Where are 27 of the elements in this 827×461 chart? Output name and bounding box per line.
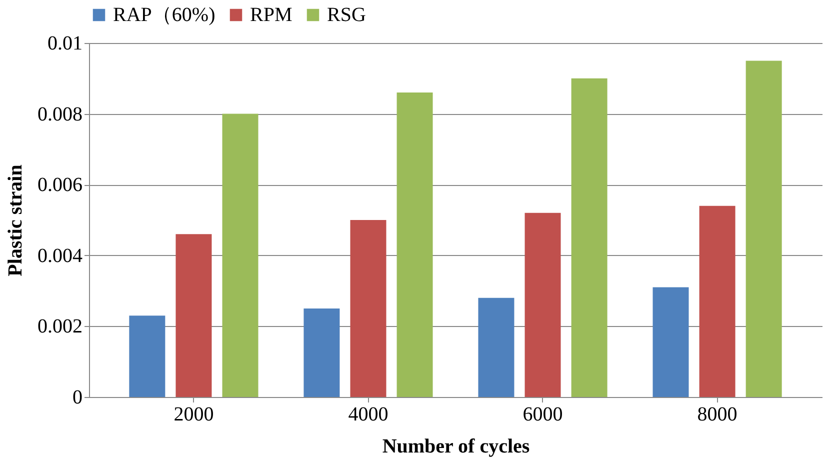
bar: [699, 206, 736, 397]
y-tick-label: 0.002: [38, 316, 82, 338]
bar: [129, 316, 166, 397]
bar: [176, 234, 212, 397]
x-tick-label: 4000: [348, 404, 388, 426]
y-tick-label: 0.006: [38, 174, 82, 196]
y-tick-label: 0.004: [38, 244, 82, 267]
bar: [652, 287, 689, 397]
bar: [478, 298, 514, 397]
bar: [571, 78, 608, 397]
bar: [746, 60, 782, 397]
bar: [304, 308, 340, 397]
legend-label: RAP（60%): [113, 4, 216, 26]
x-tick-label: 8000: [697, 404, 738, 426]
y-tick-label: 0.01: [48, 32, 82, 54]
y-axis-title: Plastic strain: [4, 164, 26, 276]
legend-label: RSG: [327, 4, 366, 26]
x-tick-label: 6000: [522, 404, 563, 426]
y-tick-label: 0.008: [38, 103, 82, 126]
bar: [396, 92, 433, 397]
x-tick-label: 2000: [174, 404, 214, 426]
y-tick-label: 0: [72, 386, 82, 408]
legend-label: RPM: [250, 4, 292, 26]
bar: [222, 114, 258, 397]
bar: [524, 212, 561, 397]
x-axis-title: Number of cycles: [382, 436, 530, 458]
bar: [350, 220, 386, 397]
